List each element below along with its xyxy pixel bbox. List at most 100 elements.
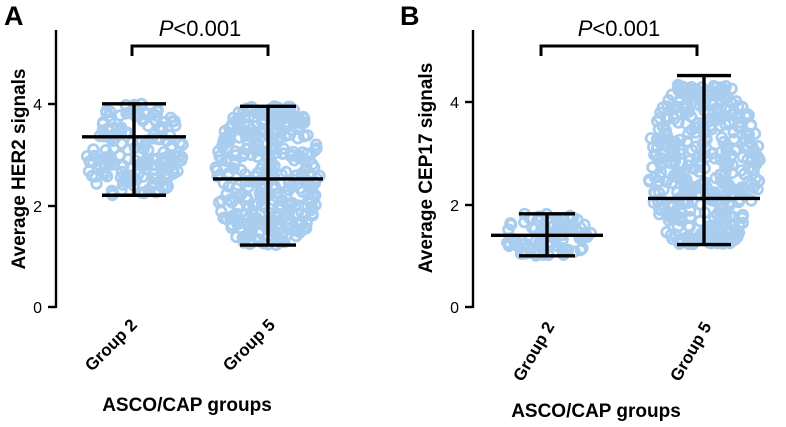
data-point [239,213,252,227]
data-point [710,102,723,115]
data-point [725,234,738,247]
data-point [749,146,762,159]
data-point [685,110,698,123]
y-tick-label-0: 0 [450,300,459,317]
data-point [310,138,323,151]
y-tick-label-2: 2 [450,198,459,215]
y-tick-label-4: 4 [33,97,42,114]
data-point [306,207,319,221]
data-point [120,107,133,120]
data-point [149,185,163,199]
y-tick-label-0: 0 [33,300,42,317]
data-point [744,118,758,132]
data-point [689,126,702,139]
data-point [721,90,734,104]
data-point [264,108,277,122]
data-point [668,100,682,113]
data-point [574,243,587,257]
data-point [735,181,748,194]
p-symbol: P [159,16,174,41]
data-point [671,220,685,234]
data-point [658,127,672,141]
x-axis-title: ASCO/CAP groups [102,395,272,416]
data-point [147,172,160,185]
data-point [732,111,745,124]
data-point [518,215,531,229]
data-point [135,186,149,199]
data-point [275,200,289,214]
data-point [101,154,115,167]
data-point [747,180,760,194]
data-point [677,80,690,94]
p-symbol: P [578,16,593,41]
data-point [713,168,727,181]
data-point [87,149,101,163]
data-point [210,164,224,177]
data-point [230,207,243,221]
p-value: <0.001 [173,16,241,41]
data-point [710,80,723,94]
data-point [151,152,164,165]
data-point [254,180,268,194]
data-point [230,116,243,129]
p-value-label: P<0.001 [159,16,242,41]
data-point [674,172,687,186]
data-point [138,138,152,152]
data-point [661,140,674,154]
data-point [239,174,253,188]
category-label-group-2: Group 2 [509,319,558,385]
data-point [113,109,127,122]
data-point [736,100,749,114]
data-point [650,133,664,146]
data-point [219,154,232,167]
data-point [96,117,110,131]
data-point [719,159,732,173]
data-point [230,230,243,244]
y-axis-title: Average CEP17 signals [416,63,437,274]
summary-lines [82,102,323,247]
data-point [709,114,723,127]
data-point [82,164,96,178]
data-point [282,199,295,212]
x-axis-title: ASCO/CAP groups [511,401,681,422]
data-point [157,145,171,159]
data-point [242,119,256,133]
data-point [238,147,251,160]
data-point [670,108,683,121]
data-point [688,181,702,194]
data-point [293,225,307,239]
data-point [298,116,311,129]
data-point [676,100,690,114]
data-point [176,138,189,151]
data-point [668,155,682,168]
data-point [87,143,100,156]
data-point [708,152,721,165]
data-point [643,175,656,188]
data-point [254,126,267,139]
data-point [172,149,186,163]
summary-lines [491,73,760,258]
data-point [521,239,535,253]
data-point [659,175,673,188]
data-point [225,218,239,232]
data-point [166,162,180,176]
data-point [299,162,313,176]
data-point [242,230,256,243]
data-point [243,174,257,188]
data-point [646,161,659,174]
data-point [240,190,253,204]
data-point [296,185,309,199]
data-point [291,207,304,221]
data-point [671,165,685,178]
data-point [158,151,171,165]
data-point [140,157,154,170]
panel-letter-a: A [4,1,24,31]
data-point [270,221,283,234]
data-point [149,114,162,127]
data-point [653,207,666,221]
data-point [233,113,246,126]
data-point [161,179,175,193]
data-point [736,208,750,222]
data-point [726,158,739,172]
